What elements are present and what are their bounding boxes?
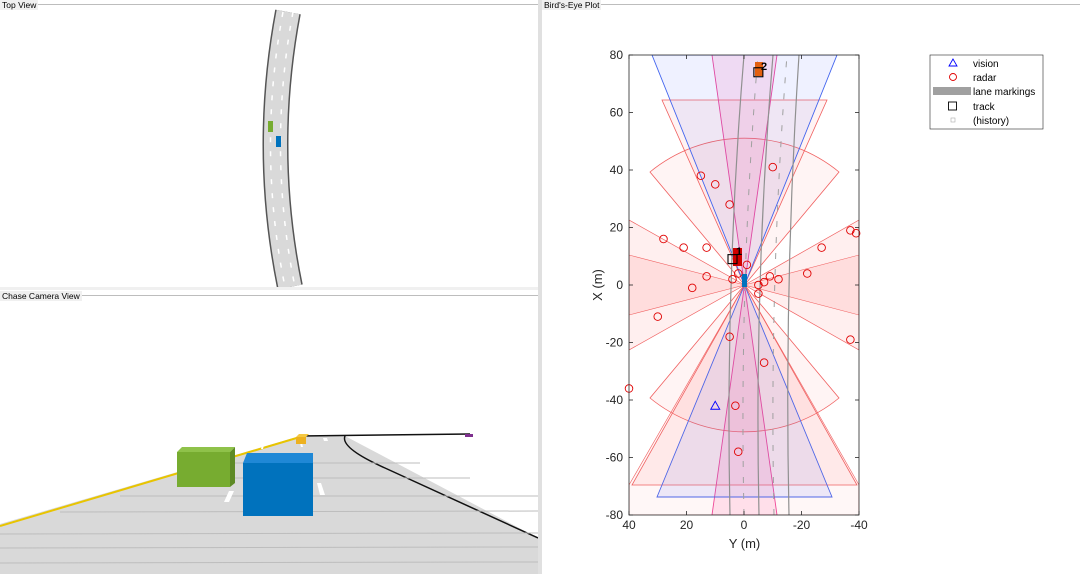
y-tick-label: -60 xyxy=(606,451,624,465)
vision-detections xyxy=(709,400,721,410)
y-tick-label: -20 xyxy=(606,336,624,350)
legend-vision-icon xyxy=(948,58,958,67)
legend-vision-label: vision xyxy=(973,59,999,70)
road-seam-lines xyxy=(0,462,538,564)
chase-view-border xyxy=(0,295,538,296)
x-tick-label: -40 xyxy=(850,518,868,532)
radar-detection-point xyxy=(846,335,855,344)
radar-detections xyxy=(624,162,861,457)
radar-detection-point xyxy=(851,228,861,238)
radar-detection-point xyxy=(653,312,662,321)
vision-detection-point xyxy=(709,400,721,410)
radar-detection-point xyxy=(768,162,777,172)
ego-car-chase xyxy=(243,453,313,516)
radar-detection-point xyxy=(687,283,697,293)
ego-vehicle-marker xyxy=(742,274,747,287)
road-left-yellow-edge xyxy=(0,436,301,527)
road-surface xyxy=(263,9,302,287)
radar-detection-point xyxy=(765,272,775,281)
radar-detection-point xyxy=(659,234,668,244)
radar-detection-point xyxy=(725,332,734,342)
x-tick-label: 20 xyxy=(680,518,694,532)
y-axis-label: X (m) xyxy=(590,269,605,301)
x-tick-label: 40 xyxy=(622,518,636,532)
radar-detection-point xyxy=(754,280,763,290)
radar-detection-point xyxy=(817,243,826,252)
tracks xyxy=(727,67,764,265)
lead-car-chase xyxy=(177,447,235,487)
oncoming-vehicle-chase xyxy=(465,434,473,437)
legend-history-label: (history) xyxy=(973,116,1009,127)
radar-detection-point xyxy=(759,358,769,367)
birds-eye-panel: Bird's-Eye Plot xyxy=(542,0,1080,574)
legend[interactable]: vision radar lane markings track (histor… xyxy=(929,54,1044,130)
track-marker xyxy=(753,67,764,78)
top-view-border xyxy=(0,4,538,5)
lane-dashes-left xyxy=(269,11,286,287)
splitter[interactable] xyxy=(538,0,542,574)
radar-detection-point xyxy=(742,260,752,270)
track-vehicle-far xyxy=(755,62,763,76)
chase-camera-panel: Chase Camera View xyxy=(0,290,538,574)
lead-car-top xyxy=(268,121,273,132)
radar-detection-point xyxy=(702,272,711,281)
legend-history-icon xyxy=(950,117,956,123)
radar-detection-point xyxy=(774,275,783,284)
birds-eye-canvas[interactable]: 1 2 80 60 40 20 0 -20 -40 -60 -80 40 20 0 -20 -40 Y … xyxy=(542,0,1080,574)
x-axis-ticks: 40 20 0 -20 -40 xyxy=(622,55,868,532)
radar-detection-point xyxy=(733,269,743,278)
y-tick-label: -80 xyxy=(606,508,624,522)
x-tick-label: -20 xyxy=(793,518,811,532)
radar-detection-point xyxy=(733,447,743,457)
track-label-1: 1 xyxy=(736,246,742,258)
legend-track-label: track xyxy=(973,102,996,113)
y-tick-label: 60 xyxy=(610,106,624,120)
ego-car-top xyxy=(276,136,281,147)
radar-detection-point xyxy=(731,401,740,411)
birds-eye-border xyxy=(542,4,1080,5)
radar-detection-point xyxy=(803,269,812,278)
y-tick-label: 40 xyxy=(610,163,624,177)
top-view-title: Top View xyxy=(0,0,39,10)
top-view-panel: Top View xyxy=(0,0,538,287)
road-far-edge xyxy=(299,433,471,437)
radar-detection-point xyxy=(728,275,737,284)
road-right-edge xyxy=(343,435,538,539)
track-label-2: 2 xyxy=(761,61,767,73)
coverage-areas xyxy=(629,55,859,515)
y-tick-label: 80 xyxy=(610,48,624,62)
top-view-canvas[interactable] xyxy=(0,0,538,287)
x-axis-label: Y (m) xyxy=(729,536,761,551)
legend-radar-label: radar xyxy=(973,73,997,84)
track-marker xyxy=(727,254,738,265)
radar-detection-point xyxy=(702,243,711,252)
chase-view-title: Chase Camera View xyxy=(0,291,82,301)
legend-lane-markings-icon xyxy=(933,87,971,95)
radar-detection-point xyxy=(696,171,706,180)
chase-camera-canvas[interactable] xyxy=(0,290,538,574)
radar-detection-point xyxy=(679,243,688,252)
lane-markings xyxy=(728,55,800,515)
birds-eye-title: Bird's-Eye Plot xyxy=(542,0,602,10)
far-car-chase xyxy=(296,434,309,444)
lane-dashes-right xyxy=(279,11,296,287)
y-axis-ticks: 80 60 40 20 0 -20 -40 -60 -80 xyxy=(606,48,859,522)
radar-detection-point xyxy=(710,180,720,189)
radar-detection-point xyxy=(754,289,763,298)
radar-detection-point xyxy=(725,200,734,209)
legend-radar-icon xyxy=(949,73,957,81)
legend-lane-markings-label: lane markings xyxy=(973,87,1035,98)
x-tick-label: 0 xyxy=(741,518,748,532)
legend-track-icon xyxy=(948,101,957,111)
radar-detection-point xyxy=(759,277,769,287)
y-tick-label: -40 xyxy=(606,393,624,407)
radar-detection-point xyxy=(846,226,855,235)
y-tick-label: 0 xyxy=(616,278,623,292)
y-tick-label: 20 xyxy=(610,221,624,235)
